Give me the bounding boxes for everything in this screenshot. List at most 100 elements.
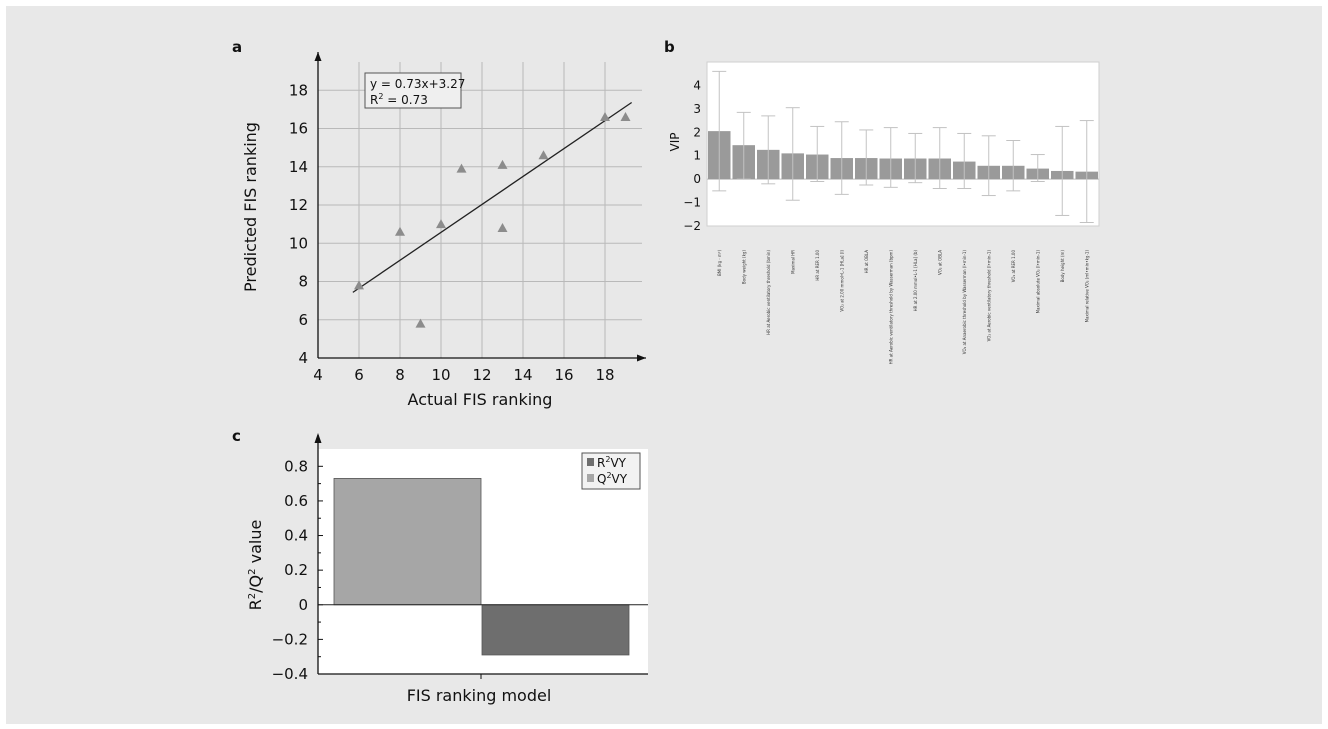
legend-r2vy-sup: 2 — [605, 455, 610, 464]
panel-a-y-tick: 8 — [298, 273, 308, 291]
panel-b-error-bars — [712, 70, 1094, 223]
panel-a-point — [538, 150, 549, 160]
legend-r2vy-R: R — [597, 456, 605, 470]
panel-a-point — [415, 318, 426, 328]
panel-a-point — [620, 112, 631, 122]
panel-a-x-tick: 8 — [395, 366, 405, 384]
panel-c-ytitle-Q: /Q — [246, 575, 265, 593]
panel-a-equation: y = 0.73x+3.27 — [370, 77, 465, 91]
panel-c-y-tick: −0.4 — [272, 665, 308, 683]
panel-c-axes — [314, 433, 648, 679]
panel-a-r2-sup: 2 — [378, 92, 383, 101]
panel-a-r2-label: R2 = 0.73 — [370, 92, 428, 107]
legend-q2vy-VY: VY — [612, 472, 628, 486]
panel-c-y-tick: 0 — [298, 596, 308, 614]
panel-b-category-label: Body weight (kg) — [741, 250, 746, 285]
panel-a-x-tick: 14 — [513, 366, 532, 384]
panel-c-y-arrow — [314, 433, 322, 443]
panel-c-ytitle-value: value — [246, 520, 265, 569]
panel-a-point — [600, 112, 610, 122]
panel-c-ytitle-sup2: 2 — [247, 568, 258, 574]
panel-b-y-tick: −2 — [683, 219, 701, 233]
panel-a-point — [497, 159, 508, 169]
panel-c-y-tick: 0.8 — [284, 457, 308, 475]
panel-b-category-label: HR at 2.00 mmol•L-1 [HLa] (b) — [913, 250, 918, 312]
panel-a-tick-labels: 4 6 8 10 12 14 16 18 4 6 8 10 12 14 16 18 — [289, 81, 615, 384]
panel-a-x-axis-title: Actual FIS ranking — [408, 390, 553, 409]
figure-background — [6, 6, 1322, 724]
panel-a-x-tick: 10 — [431, 366, 450, 384]
panel-a-y-tick: 6 — [298, 311, 308, 329]
legend-q2vy-Q: Q — [597, 472, 606, 486]
panel-b-y-tick: 4 — [693, 78, 701, 92]
panel-a-y-axis-title: Predicted FIS ranking — [241, 122, 260, 292]
panel-b-category-label: Body height (m) — [1060, 250, 1065, 283]
panel-c-bar-q2vy — [333, 478, 482, 606]
panel-a-y-tick: 16 — [289, 120, 308, 138]
panel-a-points — [354, 112, 631, 328]
panel-c-bars — [333, 478, 630, 656]
panel-b-category-label: BMI (kg · m²) — [717, 250, 722, 276]
panel-c-y-tick: 0.4 — [284, 527, 308, 545]
panel-a-point — [497, 222, 508, 232]
panel-a-y-tick: 4 — [298, 349, 308, 367]
panel-a-equation-box: y = 0.73x+3.27 R2 = 0.73 — [364, 72, 465, 109]
panel-a-y-tick: 14 — [289, 158, 308, 176]
legend-label-q2vy: Q2VY — [597, 471, 628, 486]
panel-a-x-tick: 18 — [595, 366, 614, 384]
panel-c-y-axis-title: R2/Q2 value — [246, 520, 265, 611]
panel-c-y-tick-labels: −0.4 −0.2 0 0.2 0.4 0.6 0.8 — [272, 457, 323, 683]
panel-a-y-tick: 10 — [289, 234, 308, 252]
panel-c-x-category-label: FIS ranking model — [407, 686, 552, 705]
panel-b-category-label: HR at RER 1.00 — [815, 250, 820, 281]
panel-b-y-tick: 1 — [693, 149, 701, 163]
panel-a-fit — [352, 101, 633, 293]
panel-b-y-tick: 2 — [693, 125, 701, 139]
panel-a-x-tick: 12 — [472, 366, 491, 384]
panel-b-y-tick: −1 — [683, 196, 701, 210]
panel-a-r2-R: R — [370, 93, 378, 107]
panel-a-point — [395, 226, 405, 236]
legend-label-r2vy: R2VY — [597, 455, 627, 470]
panel-b-category-label: HR at OBLA — [864, 250, 869, 274]
panel-a-y-arrow — [314, 52, 322, 61]
panel-a-x-tick: 6 — [354, 366, 364, 384]
panel-b-category-label: HR at Aerobic ventilatory threshold by W… — [888, 250, 893, 365]
panel-b-letter: b — [664, 38, 675, 56]
panel-b-category-label: VO₂ at RER 1.00 — [1011, 250, 1016, 283]
panel-c-bar-r2vy — [481, 604, 630, 656]
panel-b-plot-area — [706, 61, 1100, 227]
panel-c-y-tick: −0.2 — [272, 630, 308, 648]
panel-a-fit-line — [352, 101, 633, 293]
legend-r2vy-VY: VY — [610, 456, 626, 470]
panel-b-category-label: Maximal HR — [790, 250, 795, 274]
panel-b-category-label: Maximal relative VO₂ (ml•min•kg-1) — [1084, 250, 1089, 323]
panel-a-point — [354, 280, 364, 290]
panel-b-category-label: VO₂ at Aerobic ventilatory threshold (l•… — [986, 250, 991, 342]
panel-a-y-tick: 18 — [289, 81, 308, 99]
panel-b-category-label: HR at Aerobic ventilatory threshold (bmi… — [766, 250, 771, 335]
panel-b-category-label: VO₂ at 2.00 mmol•L-1 [HLa] (l) — [839, 250, 844, 312]
panel-c-ytitle-sup1: 2 — [247, 593, 258, 599]
panel-b-y-tick: 0 — [693, 172, 701, 186]
panel-a-r2-val: = 0.73 — [383, 93, 427, 107]
legend-q2vy-sup: 2 — [606, 471, 611, 480]
legend-swatch-r2vy — [587, 458, 594, 466]
panel-b-y-tick: 3 — [693, 102, 701, 116]
panel-c-legend: R2VY Q2VY — [581, 452, 641, 490]
panel-b-category-label: VO₂ at Anaerobic threshold by Wasserman … — [962, 250, 967, 355]
panel-a-letter: a — [232, 38, 242, 56]
panel-a-point — [436, 219, 446, 229]
panel-c-ytitle-R: R — [246, 599, 265, 610]
panel-b-category-label: VO₂ at OBLA — [937, 250, 942, 275]
panel-a-x-tick: 4 — [313, 366, 323, 384]
panel-a-x-tick: 16 — [554, 366, 573, 384]
panel-c-letter: c — [232, 427, 241, 445]
panel-c-y-tick: 0.2 — [284, 561, 308, 579]
panel-a-x-arrow — [637, 354, 646, 362]
legend-swatch-q2vy — [587, 474, 594, 482]
panel-a-y-tick: 12 — [289, 196, 308, 214]
